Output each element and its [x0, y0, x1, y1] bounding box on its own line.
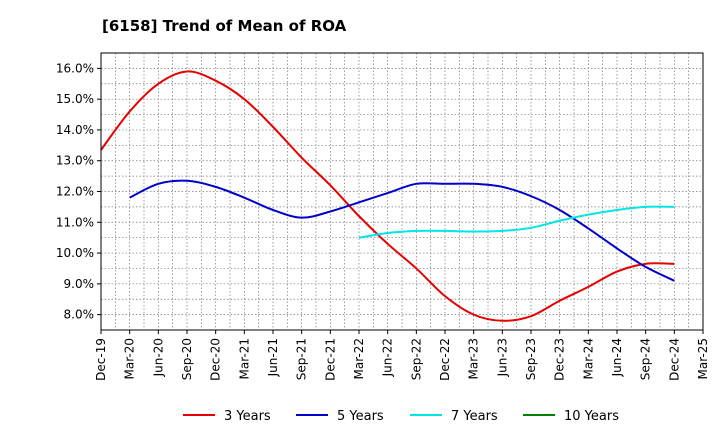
series-line-3-years: [100, 70, 675, 322]
legend-label: 3 Years: [224, 409, 271, 424]
legend: 3 Years 5 Years 7 Years 10 Years: [183, 409, 619, 424]
y-axis-ticks: 8.0% 9.0% 10.0% 11.0% 12.0% 13.0% 14.0% 15.0% 16…: [56, 61, 101, 322]
x-tick-label: Sep-20: [180, 338, 194, 380]
legend-label: 10 Years: [564, 409, 619, 424]
x-tick-label: Jun-23: [495, 338, 509, 377]
x-tick-label: Mar-22: [352, 338, 366, 379]
y-tick-label: 12.0%: [56, 185, 94, 199]
x-tick-label: Mar-23: [467, 338, 481, 379]
y-tick-label: 10.0%: [56, 246, 94, 260]
legend-label: 7 Years: [451, 409, 498, 424]
x-tick-label: Dec-20: [209, 338, 223, 381]
x-tick-label: Jun-21: [266, 338, 280, 377]
series-line-7-years: [358, 205, 675, 239]
y-tick-label: 16.0%: [56, 61, 94, 75]
y-tick-label: 8.0%: [64, 308, 95, 322]
plot-frame: [100, 52, 704, 331]
legend-label: 5 Years: [337, 409, 384, 424]
x-tick-label: Sep-21: [295, 338, 309, 380]
x-tick-label: Jun-20: [151, 338, 165, 377]
y-tick-label: 11.0%: [56, 215, 94, 229]
x-tick-label: Sep-22: [409, 338, 423, 380]
series-line-5-years: [129, 179, 675, 282]
y-tick-label: 9.0%: [64, 277, 95, 291]
x-tick-label: Jun-22: [381, 338, 395, 377]
x-tick-label: Mar-21: [237, 338, 251, 379]
x-tick-label: Dec-22: [438, 338, 452, 381]
x-tick-label: Mar-24: [581, 338, 595, 379]
x-tick-label: Dec-23: [553, 338, 567, 381]
x-tick-label: Dec-21: [323, 338, 337, 381]
x-tick-label: Mar-20: [123, 338, 137, 379]
x-tick-label: Sep-24: [639, 338, 653, 380]
gridlines: [100, 52, 704, 331]
x-axis-ticks: Dec-19 Mar-20 Jun-20 Sep-20 Dec-20 Mar-21 Jun-…: [94, 330, 710, 381]
x-tick-label: Sep-23: [524, 338, 538, 380]
x-tick-label: Jun-24: [610, 338, 624, 377]
chart-title: [6158] Trend of Mean of ROA: [102, 17, 347, 35]
y-tick-label: 14.0%: [56, 123, 94, 137]
x-tick-label: Dec-19: [94, 338, 108, 381]
x-tick-label: Dec-24: [667, 338, 681, 381]
x-tick-label: Mar-25: [696, 338, 710, 379]
series-lines: [100, 70, 675, 322]
y-tick-label: 13.0%: [56, 154, 94, 168]
y-tick-label: 15.0%: [56, 92, 94, 106]
